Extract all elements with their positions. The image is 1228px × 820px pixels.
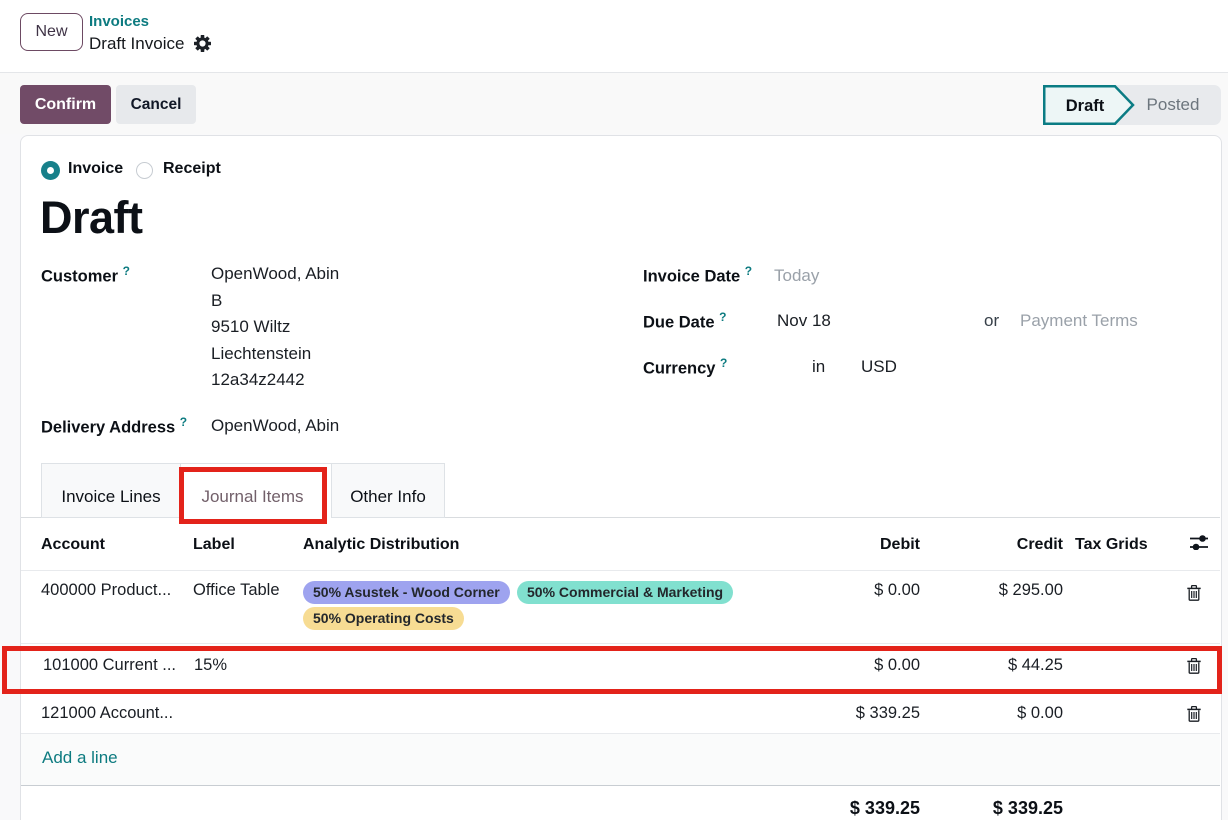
svg-text:Draft: Draft [1066, 97, 1105, 115]
